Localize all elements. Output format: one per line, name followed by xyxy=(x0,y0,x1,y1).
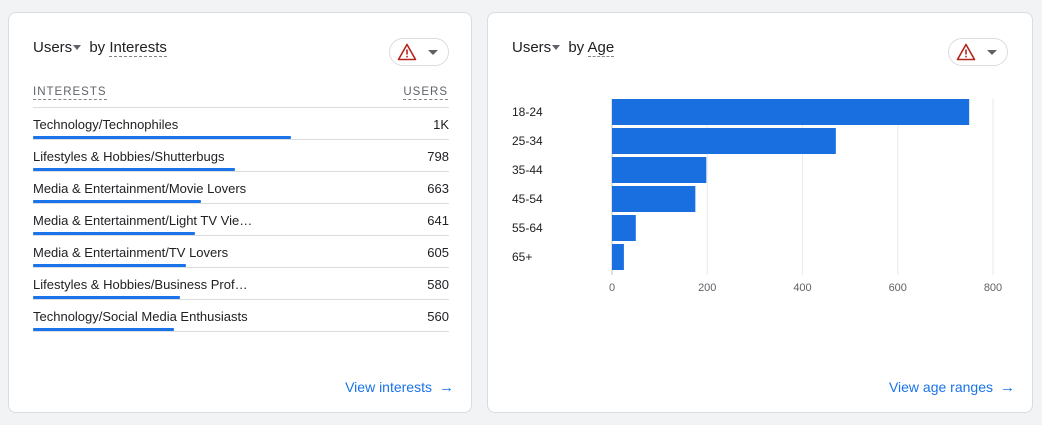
view-interests-label: View interests xyxy=(345,379,432,395)
warning-icon xyxy=(397,43,417,61)
x-tick-label: 600 xyxy=(889,282,907,294)
table-row[interactable]: Lifestyles & Hobbies/Shutterbugs 798 xyxy=(33,140,449,172)
age-category-label: 25-34 xyxy=(512,134,543,148)
interests-card-title: Users by Interests xyxy=(33,39,167,57)
warning-icon xyxy=(956,43,976,61)
table-row[interactable]: Technology/Social Media Enthusiasts 560 xyxy=(33,300,449,332)
metric-selector[interactable]: Users xyxy=(512,39,564,56)
view-age-ranges-link[interactable]: View age ranges → xyxy=(889,379,1015,396)
users-value: 663 xyxy=(427,181,449,196)
share-bar xyxy=(33,264,186,267)
chevron-down-icon xyxy=(987,50,997,55)
share-bar xyxy=(33,168,235,171)
users-value: 641 xyxy=(427,213,449,228)
column-header-users[interactable]: USERS xyxy=(403,86,448,100)
insights-alert-button[interactable] xyxy=(389,38,449,66)
x-tick-label: 200 xyxy=(698,282,716,294)
age-bar[interactable] xyxy=(612,157,707,183)
x-tick-label: 800 xyxy=(984,282,1002,294)
metric-label: Users xyxy=(512,39,552,56)
table-row[interactable]: Media & Entertainment/Movie Lovers 663 xyxy=(33,172,449,204)
header-divider xyxy=(33,107,449,108)
share-bar xyxy=(33,232,195,235)
interest-label: Media & Entertainment/TV Lovers xyxy=(33,245,229,260)
age-bar[interactable] xyxy=(612,215,636,241)
x-tick-label: 0 xyxy=(609,282,615,294)
users-value: 605 xyxy=(427,245,449,260)
metric-selector[interactable]: Users xyxy=(33,39,85,56)
interest-label: Media & Entertainment/Movie Lovers xyxy=(33,181,247,196)
dimension-selector[interactable]: Interests xyxy=(109,39,167,57)
table-row[interactable]: Technology/Technophiles 1K xyxy=(33,108,449,140)
age-bar[interactable] xyxy=(612,186,696,212)
interest-label: Technology/Technophiles xyxy=(33,117,179,132)
age-bar[interactable] xyxy=(612,244,624,270)
by-label: by xyxy=(568,39,585,56)
interest-label: Media & Entertainment/Light TV Vie… xyxy=(33,213,253,228)
age-bar[interactable] xyxy=(612,128,836,154)
age-category-label: 65+ xyxy=(512,250,532,264)
arrow-right-icon: → xyxy=(439,379,454,396)
table-row[interactable]: Media & Entertainment/TV Lovers 605 xyxy=(33,236,449,268)
view-age-ranges-label: View age ranges xyxy=(888,379,993,395)
users-value: 798 xyxy=(427,149,449,164)
chevron-down-icon xyxy=(428,50,438,55)
age-category-label: 18-24 xyxy=(512,105,543,119)
column-header-interests[interactable]: INTERESTS xyxy=(33,86,107,100)
view-interests-link[interactable]: View interests → xyxy=(345,379,454,396)
share-bar xyxy=(33,200,201,203)
users-value: 560 xyxy=(427,309,449,324)
interests-card: Users by Interests INTERESTS USERS Techn… xyxy=(8,12,472,413)
metric-label: Users xyxy=(33,39,73,56)
interest-label: Technology/Social Media Enthusiasts xyxy=(33,309,248,324)
users-value: 1K xyxy=(433,117,449,132)
share-bar xyxy=(33,136,291,139)
interest-label: Lifestyles & Hobbies/Business Prof… xyxy=(33,277,248,292)
age-category-label: 55-64 xyxy=(512,221,543,235)
age-card: Users by Age 0 200 400 600 800 18-24 25-34 35-4… xyxy=(487,12,1033,413)
insights-alert-button[interactable] xyxy=(948,38,1008,66)
arrow-right-icon: → xyxy=(1000,379,1015,396)
age-card-title: Users by Age xyxy=(512,39,615,57)
age-category-label: 45-54 xyxy=(512,192,543,206)
x-tick-label: 400 xyxy=(793,282,811,294)
caret-down-icon xyxy=(73,44,82,50)
interest-label: Lifestyles & Hobbies/Shutterbugs xyxy=(33,149,225,164)
dimension-selector[interactable]: Age xyxy=(587,39,615,57)
share-bar xyxy=(33,328,174,331)
caret-down-icon xyxy=(552,44,561,50)
users-value: 580 xyxy=(427,277,449,292)
share-bar xyxy=(33,296,180,299)
age-bar[interactable] xyxy=(612,99,970,125)
table-row[interactable]: Lifestyles & Hobbies/Business Prof… 580 xyxy=(33,268,449,300)
by-label: by xyxy=(89,39,106,56)
age-bar-chart: 0 200 400 600 800 18-24 25-34 35-44 45-54 55-64 65… xyxy=(512,99,1002,294)
table-row[interactable]: Media & Entertainment/Light TV Vie… 641 xyxy=(33,204,449,236)
age-category-label: 35-44 xyxy=(512,163,543,177)
